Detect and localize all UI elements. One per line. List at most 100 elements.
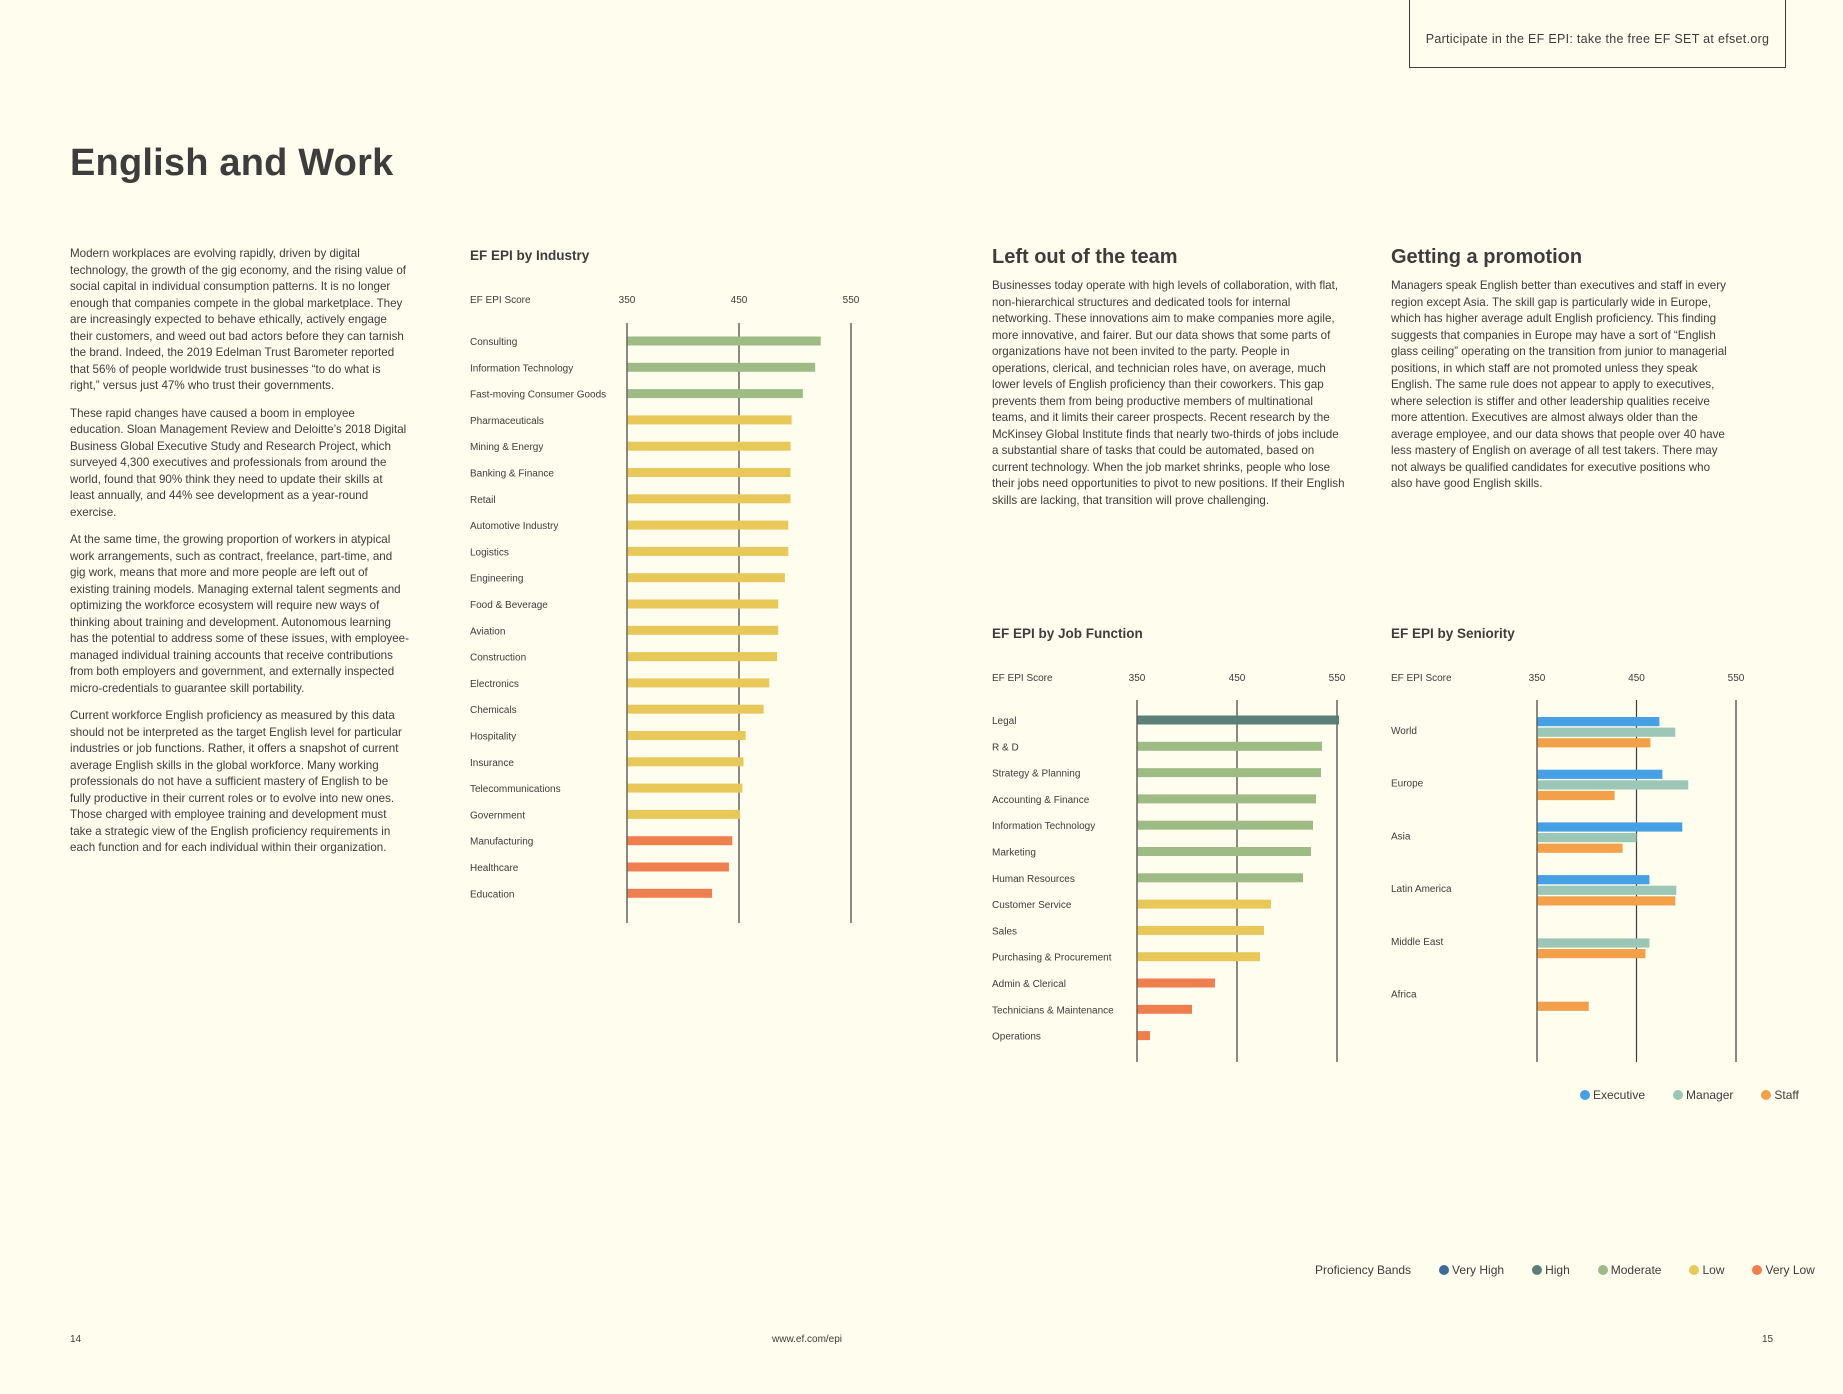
industry-bar-aviation	[627, 625, 779, 635]
job-function-category-accounting-finance: Accounting & Finance	[992, 795, 1090, 806]
job-function-bar-strategy-planning	[1137, 768, 1321, 778]
job-function-bar-operations	[1137, 1031, 1150, 1041]
intro-paragraph-4: Current workforce English proficiency as…	[70, 709, 402, 854]
industry-bar-government	[627, 809, 741, 819]
industry-bar-engineering	[627, 573, 785, 583]
very-low-dot	[1752, 1265, 1763, 1275]
industry-bar-logistics	[627, 546, 789, 556]
job-function-axis-label: EF EPI Score	[992, 673, 1053, 684]
job-function-bar-information-technology	[1137, 820, 1313, 830]
legend-low-label: Low	[1702, 1263, 1725, 1277]
industry-category-electronics: Electronics	[470, 679, 519, 690]
legend-very-low-label: Very Low	[1765, 1263, 1815, 1277]
industry-category-government: Government	[470, 810, 525, 821]
seniority-bar-africa-staff	[1537, 1001, 1589, 1011]
industry-bar-education	[627, 888, 713, 898]
industry-category-hospitality: Hospitality	[470, 732, 516, 743]
industry-category-education: Education	[470, 889, 514, 900]
seniority-bar-world-staff	[1537, 738, 1651, 748]
industry-chart-title: EF EPI by Industry	[470, 248, 590, 263]
seniority-bar-europe-manager	[1537, 780, 1689, 790]
intro-paragraph-3: At the same time, the growing proportion…	[70, 533, 409, 695]
industry-category-insurance: Insurance	[470, 758, 514, 769]
seniority-bar-asia-staff	[1537, 843, 1623, 853]
job-function-category-r-d: R & D	[992, 742, 1019, 753]
industry-bar-healthcare	[627, 862, 729, 872]
industry-category-telecommunications: Telecommunications	[470, 784, 561, 795]
job-function-category-sales: Sales	[992, 926, 1017, 937]
job-function-bar-legal	[1137, 715, 1339, 725]
job-function-bar-sales	[1137, 925, 1264, 935]
job-function-bar-human-resources	[1137, 873, 1303, 883]
job-function-bar-r-d	[1137, 741, 1322, 751]
industry-bar-consulting	[627, 336, 821, 346]
job-function-tick-label-350: 350	[1129, 673, 1146, 684]
page-title: English and Work	[70, 142, 394, 184]
team-text: Businesses today operate with high level…	[992, 279, 1345, 507]
industry-bar-mining-energy	[627, 441, 791, 451]
efset-banner: Participate in the EF EPI: take the free…	[1409, 0, 1786, 68]
seniority-bar-asia-manager	[1537, 833, 1637, 843]
footer-url[interactable]: www.ef.com/epi	[772, 1334, 843, 1345]
industry-bar-information-technology	[627, 362, 816, 372]
legend-very-high-label: Very High	[1452, 1263, 1505, 1277]
legend-staff-label: Staff	[1774, 1088, 1799, 1102]
left-page-number: 14	[70, 1334, 82, 1345]
seniority-tick-label-350: 350	[1529, 673, 1546, 684]
industry-category-construction: Construction	[470, 653, 526, 664]
industry-axis-label: EF EPI Score	[470, 295, 531, 306]
seniority-bar-middle-east-manager	[1537, 938, 1650, 948]
industry-bar-manufacturing	[627, 836, 733, 846]
job-function-category-operations: Operations	[992, 1032, 1041, 1043]
legend-moderate-label: Moderate	[1610, 1263, 1662, 1277]
job-function-bar-purchasing-procurement	[1137, 952, 1260, 962]
seniority-bar-europe-staff	[1537, 790, 1615, 801]
industry-category-manufacturing: Manufacturing	[470, 837, 533, 848]
very-high-dot	[1439, 1265, 1450, 1275]
industry-category-fast-moving-consumer-goods: Fast-moving Consumer Goods	[470, 390, 606, 401]
industry-category-logistics: Logistics	[470, 547, 509, 558]
industry-tick-label-550: 550	[843, 295, 860, 306]
promotion-text: Managers speak English better than execu…	[1391, 279, 1727, 490]
industry-bar-hospitality	[627, 731, 746, 740]
low-dot	[1689, 1265, 1700, 1275]
legend-executive: Executive	[1580, 1088, 1663, 1102]
industry-category-consulting: Consulting	[470, 337, 517, 348]
industry-bar-construction	[627, 652, 778, 662]
legend-high-label: High	[1545, 1263, 1570, 1277]
seniority-bar-latin-america-staff	[1537, 896, 1676, 906]
industry-category-banking-finance: Banking & Finance	[470, 469, 554, 480]
legend-moderate: Moderate	[1597, 1263, 1680, 1277]
industry-category-chemicals: Chemicals	[470, 705, 517, 716]
industry-bar-telecommunications	[627, 783, 743, 793]
job-function-tick-label-550: 550	[1329, 673, 1346, 684]
job-function-category-information-technology: Information Technology	[992, 821, 1095, 832]
job-function-category-strategy-planning: Strategy & Planning	[992, 769, 1080, 780]
intro-column: Modern workplaces are evolving rapidly, …	[70, 246, 410, 868]
executive-dot	[1580, 1090, 1590, 1100]
seniority-tick-label-450: 450	[1628, 673, 1645, 684]
industry-category-retail: Retail	[470, 495, 496, 506]
industry-category-pharmaceuticals: Pharmaceuticals	[470, 416, 544, 427]
promotion-heading: Getting a promotion	[1391, 246, 1583, 268]
job-function-bar-accounting-finance	[1137, 794, 1316, 804]
banner-text: Participate in the EF EPI: take the free…	[1425, 32, 1770, 46]
proficiency-legend: Proficiency Bands Very High High Moderat…	[1315, 1263, 1815, 1277]
seniority-category-africa: Africa	[1391, 990, 1417, 1001]
seniority-tick-label-550: 550	[1728, 673, 1745, 684]
legend-manager: Manager	[1673, 1088, 1751, 1102]
industry-category-food-beverage: Food & Beverage	[470, 600, 548, 611]
legend-very-high: Very High	[1439, 1263, 1522, 1277]
industry-category-aviation: Aviation	[470, 626, 505, 637]
manager-dot	[1673, 1090, 1684, 1100]
job-function-category-technicians-maintenance: Technicians & Maintenance	[992, 1005, 1114, 1016]
legend-high: High	[1532, 1263, 1588, 1277]
seniority-legend: Executive Manager Staff	[1570, 1088, 1799, 1102]
job-function-bar-admin-clerical	[1137, 978, 1215, 988]
legend-executive-label: Executive	[1593, 1088, 1646, 1102]
legend-manager-label: Manager	[1686, 1088, 1734, 1102]
industry-bar-chemicals	[627, 704, 764, 714]
job-function-bar-marketing	[1137, 847, 1311, 856]
seniority-bar-latin-america-manager	[1537, 885, 1677, 895]
